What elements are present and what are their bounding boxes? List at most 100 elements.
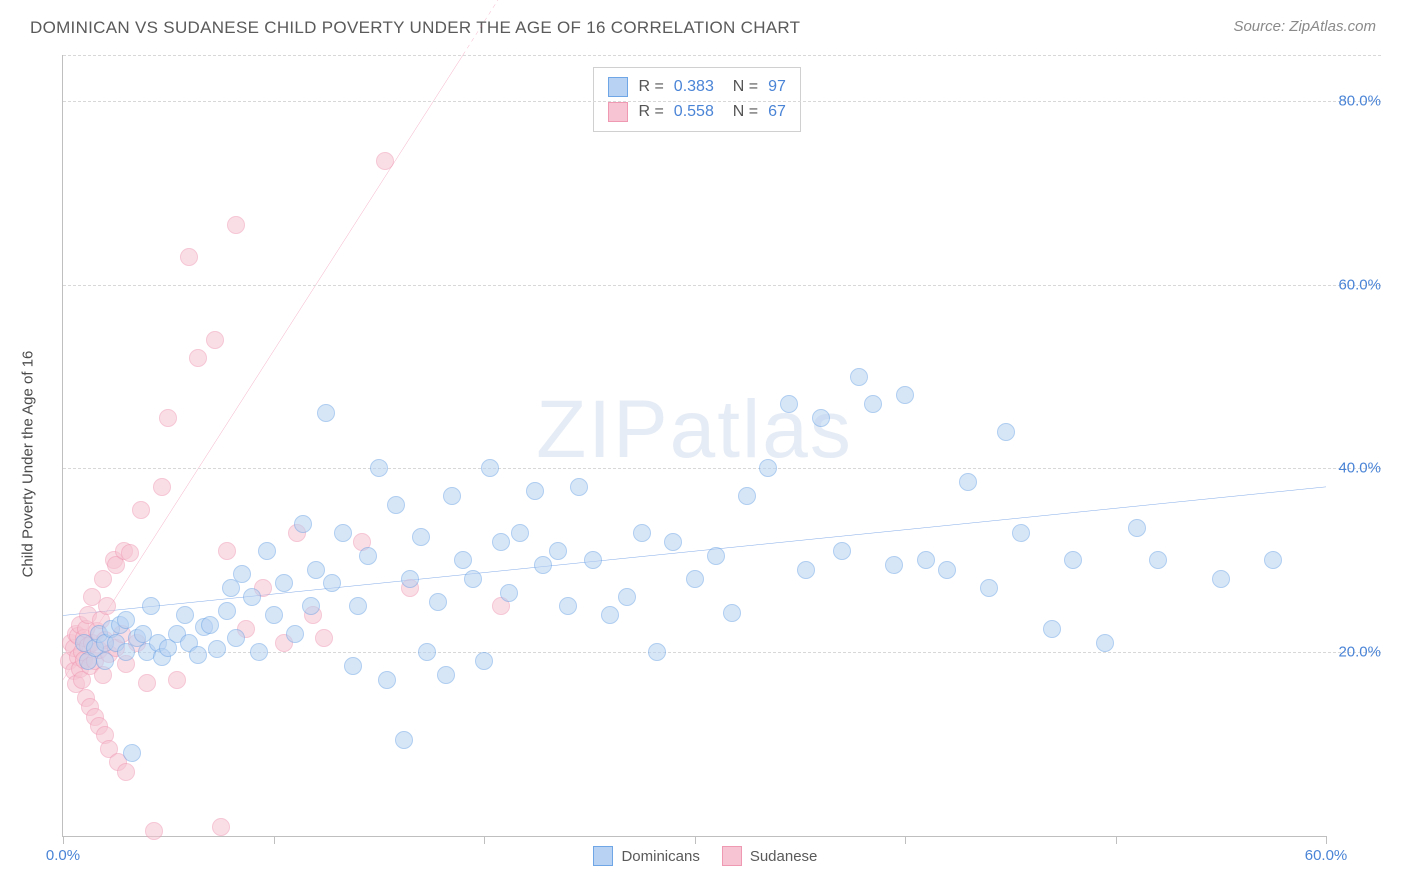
data-point-dominicans	[559, 597, 577, 615]
legend-r-value: 0.383	[674, 74, 714, 100]
data-point-sudanese	[98, 597, 116, 615]
data-point-sudanese	[218, 542, 236, 560]
y-tick-label: 20.0%	[1338, 644, 1381, 661]
gridline	[63, 285, 1381, 286]
data-point-dominicans	[429, 593, 447, 611]
data-point-dominicans	[618, 588, 636, 606]
data-point-sudanese	[117, 763, 135, 781]
correlation-legend: R = 0.383 N = 97R = 0.558 N = 67	[593, 67, 800, 132]
legend-r-value: 0.558	[674, 99, 714, 125]
x-tick	[905, 836, 906, 844]
legend-swatch	[593, 846, 613, 866]
series-legend-item: Sudanese	[722, 846, 818, 866]
data-point-dominicans	[344, 657, 362, 675]
data-point-dominicans	[980, 579, 998, 597]
x-tick	[1326, 836, 1327, 844]
data-point-dominicans	[286, 625, 304, 643]
data-point-sudanese	[212, 818, 230, 836]
legend-r-label: R =	[638, 99, 663, 125]
data-point-dominicans	[570, 478, 588, 496]
data-point-sudanese	[315, 629, 333, 647]
data-point-dominicans	[96, 652, 114, 670]
data-point-dominicans	[201, 616, 219, 634]
data-point-dominicans	[359, 547, 377, 565]
data-point-sudanese	[153, 478, 171, 496]
x-tick	[484, 836, 485, 844]
watermark-text: ZIPatlas	[536, 383, 853, 477]
data-point-dominicans	[959, 473, 977, 491]
data-point-dominicans	[481, 459, 499, 477]
data-point-dominicans	[938, 561, 956, 579]
data-point-dominicans	[334, 524, 352, 542]
data-point-dominicans	[475, 652, 493, 670]
data-point-dominicans	[526, 482, 544, 500]
data-point-dominicans	[117, 611, 135, 629]
trend-lines-layer	[63, 55, 1326, 836]
data-point-dominicans	[549, 542, 567, 560]
data-point-dominicans	[349, 597, 367, 615]
legend-swatch	[722, 846, 742, 866]
data-point-dominicans	[812, 409, 830, 427]
data-point-dominicans	[500, 584, 518, 602]
data-point-dominicans	[707, 547, 725, 565]
data-point-dominicans	[850, 368, 868, 386]
data-point-dominicans	[1064, 551, 1082, 569]
data-point-dominicans	[534, 556, 552, 574]
data-point-dominicans	[208, 640, 226, 658]
data-point-dominicans	[492, 533, 510, 551]
data-point-dominicans	[833, 542, 851, 560]
series-legend: Dominicans Sudanese	[593, 846, 817, 866]
correlation-legend-row: R = 0.383 N = 97	[608, 74, 785, 100]
chart-header: DOMINICAN VS SUDANESE CHILD POVERTY UNDE…	[0, 0, 1406, 46]
data-point-dominicans	[1149, 551, 1167, 569]
y-tick-label: 40.0%	[1338, 460, 1381, 477]
data-point-sudanese	[168, 671, 186, 689]
data-point-dominicans	[443, 487, 461, 505]
data-point-sudanese	[189, 349, 207, 367]
data-point-dominicans	[418, 643, 436, 661]
data-point-dominicans	[648, 643, 666, 661]
series-legend-item: Dominicans	[593, 846, 699, 866]
data-point-dominicans	[997, 423, 1015, 441]
data-point-dominicans	[243, 588, 261, 606]
data-point-dominicans	[1212, 570, 1230, 588]
data-point-sudanese	[121, 544, 139, 562]
data-point-dominicans	[233, 565, 251, 583]
data-point-dominicans	[370, 459, 388, 477]
data-point-dominicans	[275, 574, 293, 592]
data-point-dominicans	[1043, 620, 1061, 638]
y-tick-label: 60.0%	[1338, 276, 1381, 293]
series-legend-label: Dominicans	[621, 848, 699, 865]
data-point-dominicans	[780, 395, 798, 413]
data-point-dominicans	[378, 671, 396, 689]
data-point-dominicans	[738, 487, 756, 505]
data-point-dominicans	[189, 646, 207, 664]
data-point-dominicans	[123, 744, 141, 762]
x-tick	[63, 836, 64, 844]
data-point-sudanese	[145, 822, 163, 840]
data-point-dominicans	[142, 597, 160, 615]
data-point-dominicans	[896, 386, 914, 404]
x-tick	[1116, 836, 1117, 844]
series-legend-label: Sudanese	[750, 848, 818, 865]
data-point-dominicans	[917, 551, 935, 569]
chart-title: DOMINICAN VS SUDANESE CHILD POVERTY UNDE…	[30, 18, 800, 38]
data-point-dominicans	[686, 570, 704, 588]
data-point-sudanese	[94, 570, 112, 588]
data-point-dominicans	[395, 731, 413, 749]
data-point-dominicans	[302, 597, 320, 615]
y-axis-label: Child Poverty Under the Age of 16	[20, 350, 37, 577]
x-tick	[274, 836, 275, 844]
data-point-sudanese	[159, 409, 177, 427]
data-point-sudanese	[180, 248, 198, 266]
gridline	[63, 55, 1381, 56]
data-point-dominicans	[317, 404, 335, 422]
legend-r-label: R =	[638, 74, 663, 100]
data-point-dominicans	[864, 395, 882, 413]
data-point-dominicans	[454, 551, 472, 569]
data-point-sudanese	[138, 674, 156, 692]
data-point-dominicans	[797, 561, 815, 579]
data-point-dominicans	[464, 570, 482, 588]
legend-n-label: N =	[724, 99, 758, 125]
data-point-dominicans	[664, 533, 682, 551]
